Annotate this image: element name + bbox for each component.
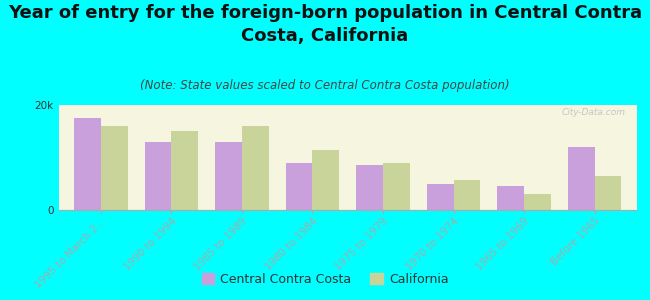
Bar <box>285 163 313 210</box>
Bar <box>172 131 198 210</box>
Bar <box>313 150 339 210</box>
Bar <box>242 126 268 210</box>
Bar <box>383 163 410 210</box>
Legend: Central Contra Costa, California: Central Contra Costa, California <box>196 268 454 291</box>
Bar <box>454 179 480 210</box>
Bar <box>144 142 172 210</box>
Bar <box>427 184 454 210</box>
Bar <box>356 165 383 210</box>
Bar <box>524 194 551 210</box>
Bar <box>497 186 524 210</box>
Text: City-Data.com: City-Data.com <box>562 108 625 117</box>
Bar <box>74 118 101 210</box>
Text: Year of entry for the foreign-born population in Central Contra
Costa, Californi: Year of entry for the foreign-born popul… <box>8 4 642 45</box>
Bar <box>101 126 127 210</box>
Bar <box>568 147 595 210</box>
Text: (Note: State values scaled to Central Contra Costa population): (Note: State values scaled to Central Co… <box>140 80 510 92</box>
Bar <box>215 142 242 210</box>
Bar <box>595 176 621 210</box>
